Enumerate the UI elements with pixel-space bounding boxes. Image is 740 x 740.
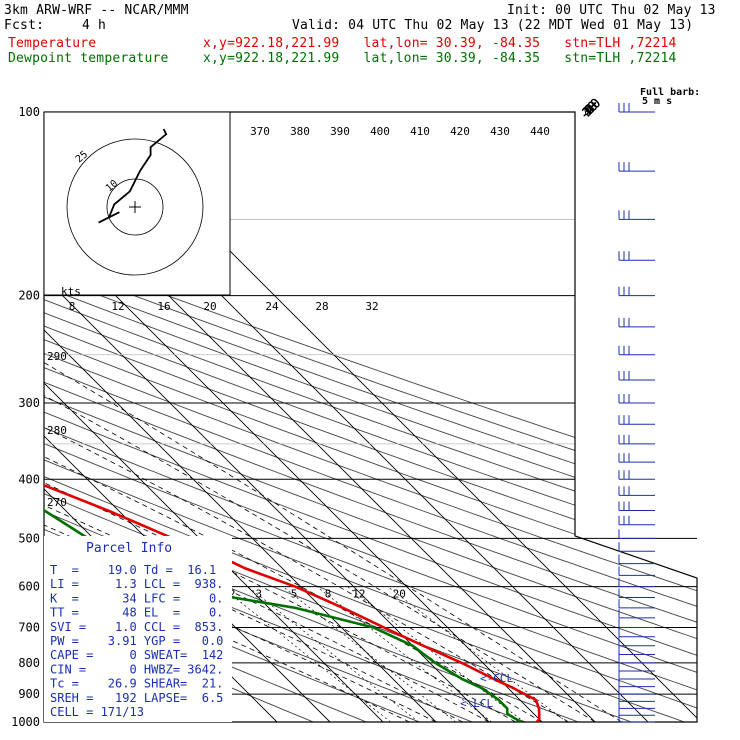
mixing-ratio-label: 2 — [229, 587, 236, 600]
pressure-label: 900 — [18, 687, 40, 701]
mixing-ratio-line — [387, 586, 568, 722]
fcst-value: 4 h — [82, 18, 107, 33]
wind-speed-tick: 8 — [69, 300, 76, 313]
parcel-info-row: CELL = 171/13 — [50, 705, 144, 719]
dry-adiabat — [44, 112, 697, 722]
legend-temperature: Temperature — [8, 36, 97, 51]
parcel-info-row: CAPE = 0 SWEAT= 142 — [50, 648, 223, 662]
theta-top-labels: 370 380 390 400 410 420 430 440 — [250, 125, 550, 138]
parcel-info-row: T = 19.0 Td = 16.1 — [50, 563, 216, 577]
mixing-ratio-label: 8 — [325, 587, 332, 600]
theta-label: 370 — [250, 125, 270, 138]
parcel-info-box: Parcel Info T = 19.0 Td = 16.1LI = 1.3 L… — [44, 536, 232, 722]
wind-speed-tick: 24 — [265, 300, 279, 313]
theta-left-label: 280 — [47, 424, 67, 437]
pressure-label: 800 — [18, 656, 40, 670]
theta-label: 430 — [490, 125, 510, 138]
wind-barbs — [618, 103, 655, 723]
mixing-ratio-label: 12 — [352, 587, 365, 600]
dry-adiabat — [44, 112, 697, 722]
hodograph-trace — [98, 128, 168, 224]
theta-label: 390 — [330, 125, 350, 138]
legend-dewpoint: Dewpoint temperature — [8, 51, 169, 66]
moist-adiabat — [44, 295, 463, 722]
mixing-ratio-label: 20 — [393, 587, 406, 600]
wind-speed-tick: 28 — [315, 300, 328, 313]
barb-legend-line2: 5 m s — [642, 96, 672, 107]
dry-adiabat — [44, 112, 697, 722]
parcel-info-row: TT = 48 EL = 0. — [50, 606, 223, 620]
lcl-label: <-LCL — [460, 697, 493, 710]
pressure-label: 600 — [18, 580, 40, 594]
ccl-label: <-CCL — [480, 672, 513, 685]
mixing-ratio-line — [247, 586, 419, 722]
theta-label: 400 — [370, 125, 390, 138]
theta-label: 440 — [530, 125, 550, 138]
mixing-ratio-line — [282, 586, 456, 722]
mixing-ratio-label: 3 — [256, 587, 263, 600]
wind-speed-tick: 20 — [203, 300, 216, 313]
isotherm — [0, 112, 12, 722]
dry-adiabat — [44, 112, 697, 722]
mixing-ratio-line — [221, 586, 391, 722]
pressure-label: 200 — [18, 289, 40, 303]
wind-speed-scale: 8 12 16 20 24 28 32 — [69, 300, 379, 313]
pressure-label: 1000 — [11, 715, 40, 729]
pressure-labels: 100 200 300 400 500 600 700 800 900 1000 — [11, 105, 40, 729]
theta-label: 420 — [450, 125, 470, 138]
dry-adiabat — [44, 112, 697, 722]
isotherm — [44, 112, 543, 722]
pressure-label: 100 — [18, 105, 40, 119]
isotherm — [44, 112, 384, 722]
theta-left-labels: 290 280 270 — [47, 350, 67, 509]
parcel-info-row: Tc = 26.9 SHEAR= 21. — [50, 677, 223, 691]
dry-adiabat — [44, 112, 697, 722]
mixing-ratio-label: 5 — [291, 587, 298, 600]
dry-adiabat — [44, 112, 367, 722]
hodograph-frame — [43, 111, 231, 296]
dewpoint-location: x,y=922.18,221.99 lat,lon= 30.39, -84.35… — [203, 51, 677, 66]
theta-label: 380 — [290, 125, 310, 138]
theta-left-label: 290 — [47, 350, 67, 363]
isotherm — [44, 112, 437, 722]
parcel-info-row: K = 34 LFC = 0. — [50, 591, 223, 605]
moist-adiabat — [44, 295, 543, 722]
fcst-label: Fcst: — [4, 18, 45, 33]
moist-adiabat — [44, 295, 596, 722]
pressure-label: 700 — [18, 621, 40, 635]
theta-left-label: 270 — [47, 496, 67, 509]
theta-label: 410 — [410, 125, 430, 138]
wind-speed-tick: 12 — [111, 300, 124, 313]
init-time: Init: 00 UTC Thu 02 May 13 — [507, 3, 716, 18]
pressure-label: 400 — [18, 472, 40, 486]
isotherm — [44, 112, 490, 722]
mixing-ratio-labels: 2 3 5 8 12 20 — [229, 587, 406, 600]
pressure-label: 500 — [18, 531, 40, 545]
parcel-info-title: Parcel Info — [86, 541, 172, 556]
parcel-info-row: SREH = 192 LAPSE= 6.5 — [50, 691, 223, 705]
mixing-ratio-line — [347, 586, 525, 722]
parcel-info-row: LI = 1.3 LCL = 938. — [50, 577, 223, 591]
dry-adiabat — [44, 112, 697, 722]
model-title: 3km ARW-WRF -- NCAR/MMM — [4, 3, 189, 18]
dry-adiabat — [44, 112, 685, 722]
wind-speed-tick: 16 — [157, 300, 170, 313]
parcel-info-row: SVI = 1.0 CCL = 853. — [50, 620, 223, 634]
wind-speed-tick: 32 — [365, 300, 378, 313]
valid-time: Valid: 04 UTC Thu 02 May 13 (22 MDT Wed … — [292, 18, 694, 33]
hodograph-ring — [66, 138, 204, 276]
temperature-location: x,y=922.18,221.99 lat,lon= 30.39, -84.35… — [203, 36, 677, 51]
parcel-info-row: PW = 3.91 YGP = 0.0 — [50, 634, 223, 648]
pressure-label: 300 — [18, 396, 40, 410]
barb-legend-line1: Full barb: — [640, 87, 700, 98]
wind-units-label: kts — [61, 285, 81, 298]
parcel-info-row: CIN = 0 HWBZ= 3642. — [50, 662, 223, 676]
dry-adiabat — [44, 112, 420, 722]
